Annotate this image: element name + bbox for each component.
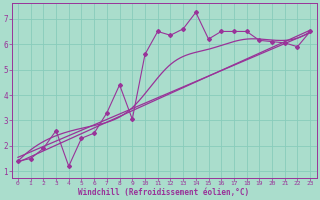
- X-axis label: Windchill (Refroidissement éolien,°C): Windchill (Refroidissement éolien,°C): [78, 188, 250, 197]
